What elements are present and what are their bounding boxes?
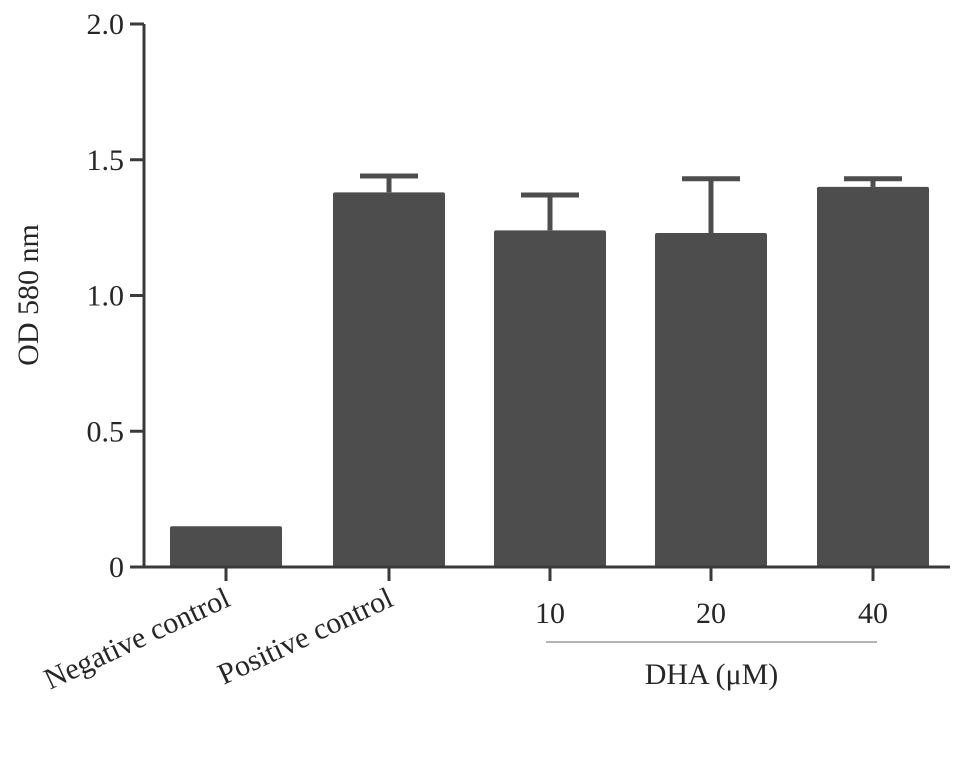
bar-2 [494,230,606,567]
x-tick-label: Positive control [213,581,398,691]
x-tick-label: 40 [858,597,888,630]
x-tick-label: 20 [696,597,726,630]
y-axis-title: OD 580 nm [12,224,45,366]
bar-0 [170,526,282,567]
bars-layer [170,186,929,567]
y-tick-label: 0 [109,551,124,584]
y-ticks-layer: 0 0.5 1.0 1.5 2.0 [87,8,144,584]
x-tick-label: 10 [535,597,565,630]
y-tick-label: 1.0 [87,280,125,313]
bar-1 [333,192,445,567]
dha-group-label: DHA (μM) [645,658,779,691]
y-tick-label: 1.5 [87,144,125,177]
bar-4 [817,186,929,567]
error-bars-layer [360,173,902,234]
y-tick-label: 0.5 [87,415,125,448]
y-tick-label: 2.0 [87,8,125,41]
dha-group: DHA (μM) [546,641,877,691]
bar-3 [655,233,767,567]
x-tick-label: Negative control [39,581,235,696]
